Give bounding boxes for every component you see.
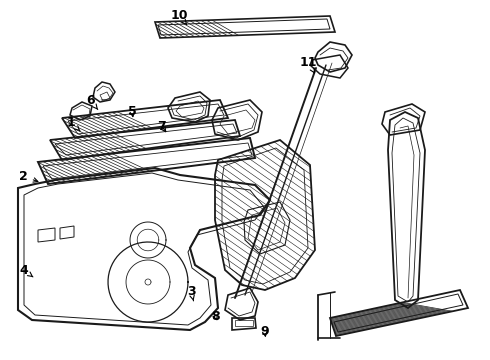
Text: 1: 1 xyxy=(67,116,80,131)
Text: 3: 3 xyxy=(187,285,196,301)
Text: 6: 6 xyxy=(86,94,98,109)
Text: 7: 7 xyxy=(157,120,166,132)
Text: 5: 5 xyxy=(128,105,137,118)
Text: 8: 8 xyxy=(211,310,220,323)
Text: 2: 2 xyxy=(19,170,38,183)
Text: 11: 11 xyxy=(300,57,318,73)
Text: 9: 9 xyxy=(260,325,269,338)
Text: 4: 4 xyxy=(19,264,33,277)
Text: 10: 10 xyxy=(170,9,188,24)
